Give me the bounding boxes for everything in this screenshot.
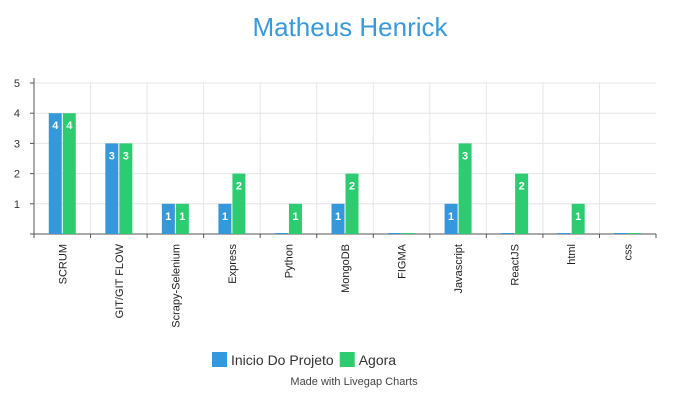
x-tick-label: FIGMA [397,243,409,278]
bar[interactable]: Inicio Do Projeto - ReactJS: 0 [501,233,515,234]
bar-value-label: 1 [335,211,341,223]
bar[interactable]: Inicio Do Projeto - MongoDB: 1 [331,203,345,234]
bar[interactable]: Agora - Scrapy-Selenium: 1 [175,203,189,234]
chart-title: Matheus Henrick [252,12,448,42]
bar[interactable]: Agora - MongoDB: 2 [345,173,359,234]
x-tick-label: css [623,244,635,261]
bar[interactable]: Inicio Do Projeto - GIT/GIT FLOW: 3 [105,143,119,234]
bar[interactable]: Agora - Express: 2 [232,173,246,234]
legend-item[interactable]: Inicio Do Projeto [212,352,334,368]
bar[interactable]: Inicio Do Projeto - Javascript: 1 [444,203,458,234]
bar-value-label: 2 [236,181,242,193]
x-tick-label: Scrapy-Selenium [170,244,182,328]
bar-value-label: 1 [292,211,298,223]
x-tick-label: SCRUM [57,244,69,284]
bar-value-label: 2 [519,181,525,193]
bar-value-label: 1 [222,211,228,223]
legend-swatch [339,352,355,367]
x-tick-label: Javascript [453,244,465,294]
x-tick-label: Express [227,244,239,284]
bar-value-label: 4 [52,120,59,132]
bars: Inicio Do Projeto - SCRUM: 4Agora - SCRU… [48,113,642,234]
bar[interactable]: Agora - Python: 1 [288,203,302,234]
footer-credit: Made with Livegap Charts [290,376,418,388]
bar[interactable]: Agora - ReactJS: 2 [515,173,529,234]
bar[interactable]: Inicio Do Projeto - Python: 0 [274,233,288,234]
legend-item[interactable]: Agora [339,352,397,368]
bar-value-label: 2 [349,181,355,193]
bar-value-label: 3 [109,150,115,162]
legend[interactable]: Inicio Do Projeto Agora [212,352,396,368]
x-tick-label: ReactJS [510,244,522,286]
bar[interactable]: Inicio Do Projeto - SCRUM: 4 [48,113,62,234]
bar[interactable]: Inicio Do Projeto - Express: 1 [218,203,232,234]
bar[interactable]: Agora - Javascript: 3 [458,143,472,234]
y-tick-label: 3 [14,138,20,150]
bar[interactable]: Agora - GIT/GIT FLOW: 3 [119,143,133,234]
bar-value-label: 3 [123,150,129,162]
bar[interactable]: Agora - html: 1 [571,203,585,234]
bar-value-label: 1 [165,211,171,223]
x-tick-label: GIT/GIT FLOW [114,243,126,318]
grid-lines [34,82,656,234]
y-tick-label: 2 [14,169,20,181]
legend-label: Inicio Do Projeto [231,352,334,368]
bar-value-label: 1 [575,211,581,223]
y-tick-labels: 1 2 3 4 5 [14,78,20,211]
bar[interactable]: Agora - css: 0 [628,233,642,234]
bar-value-label: 3 [462,150,468,162]
x-tick-labels: SCRUM GIT/GIT FLOW Scrapy-Selenium Express P… [57,243,634,327]
legend-label: Agora [359,352,397,368]
bar[interactable]: Inicio Do Projeto - css: 0 [614,233,628,234]
legend-swatch [212,352,227,367]
bar-value-label: 4 [66,120,73,132]
bar[interactable]: Agora - FIGMA: 0 [402,233,416,234]
bar[interactable]: Agora - SCRUM: 4 [62,113,76,234]
bar-value-label: 1 [448,211,454,223]
bar-value-label: 1 [179,211,185,223]
bar[interactable]: Inicio Do Projeto - html: 0 [557,233,571,234]
bar[interactable]: Inicio Do Projeto - FIGMA: 0 [388,233,402,234]
y-tick-label: 5 [14,78,20,90]
y-tick-label: 1 [14,199,20,211]
x-tick-label: Python [283,244,295,278]
y-tick-label: 4 [14,108,20,120]
x-tick-label: MongoDB [340,244,352,293]
x-tick-label: html [566,244,578,265]
bar[interactable]: Inicio Do Projeto - Scrapy-Selenium: 1 [161,203,175,234]
